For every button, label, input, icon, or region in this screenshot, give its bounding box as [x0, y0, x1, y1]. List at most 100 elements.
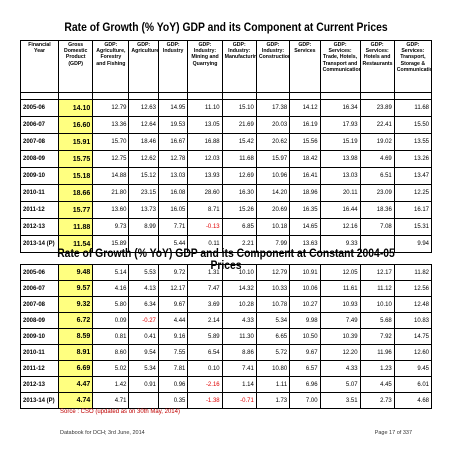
value-cell: -0.13	[187, 218, 223, 236]
value-cell: 15.42	[221, 133, 257, 151]
column-header: Gross Domestic Product (GDP)	[58, 40, 94, 93]
value-cell: 0.35	[157, 392, 189, 409]
value-cell: 5.53	[128, 264, 159, 281]
value-cell: 12.25	[393, 184, 433, 202]
value-cell: 14.12	[289, 99, 321, 117]
value-cell: 4.16	[92, 280, 130, 297]
data-row: 2008-09 6.72 0.09 -0.27 4.44 2.14 4.33 5.34 9.98…	[19, 312, 433, 329]
value-cell: 11.10	[187, 99, 223, 117]
value-cell: 23.89	[359, 99, 395, 117]
spacer-cell	[157, 92, 189, 100]
value-cell: 11.68	[393, 99, 433, 117]
value-cell: 8.71	[187, 201, 223, 219]
data-row: 2007-08 15.91 15.70 18.46 16.67 16.88 15.42 20.…	[19, 133, 433, 151]
year-cell: 2009-10	[19, 328, 60, 345]
value-cell: 10.83	[393, 312, 433, 329]
value-cell: 12.03	[187, 150, 223, 168]
value-cell: 10.39	[319, 328, 361, 345]
spacer-cell	[221, 92, 257, 100]
value-cell: 5.34	[255, 312, 291, 329]
value-cell: 12.05	[319, 264, 361, 281]
value-cell: 5.14	[92, 264, 130, 281]
value-cell: 11.12	[359, 280, 395, 297]
value-cell: 9.67	[157, 296, 189, 313]
value-cell: 16.44	[319, 201, 361, 219]
year-cell: 2005-06	[19, 264, 60, 281]
column-header: GDP: Industry: Manufacturing	[221, 40, 257, 93]
value-cell: 8.91	[58, 344, 94, 361]
value-cell: 13.63	[289, 235, 321, 253]
value-cell: 16.08	[157, 184, 189, 202]
column-header: Financial Year	[19, 40, 60, 93]
value-cell: 5.02	[92, 360, 130, 377]
column-header: GDP: Services: Transport, Storage & Comm…	[393, 40, 433, 93]
value-cell: 6.51	[359, 167, 395, 185]
value-cell: 0.09	[92, 312, 130, 329]
spacer-cell	[19, 92, 60, 100]
value-cell: 15.26	[221, 201, 257, 219]
value-cell: 13.60	[92, 201, 130, 219]
value-cell: 10.33	[255, 280, 291, 297]
value-cell: 28.60	[187, 184, 223, 202]
data-row: 2009-10 8.59 0.81 0.41 9.16 5.89 11.30 6.65 10.5…	[19, 328, 433, 345]
value-cell: 12.75	[92, 150, 130, 168]
value-cell: 12.48	[393, 296, 433, 313]
value-cell: 14.65	[289, 218, 321, 236]
value-cell: 6.57	[289, 360, 321, 377]
year-cell: 2013-14 (P)	[19, 392, 60, 409]
value-cell	[128, 392, 159, 409]
value-cell: 9.67	[289, 344, 321, 361]
value-cell: 4.45	[359, 376, 395, 393]
footer-left: Databook for DCH; 3rd June, 2014	[60, 430, 145, 436]
value-cell: 5.07	[319, 376, 361, 393]
data-row: 2009-10 15.18 14.88 15.12 13.03 13.93 12.69 10.…	[19, 167, 433, 185]
value-cell: 13.03	[157, 167, 189, 185]
value-cell: 6.72	[58, 312, 94, 329]
value-cell: 15.10	[221, 99, 257, 117]
value-cell: 8.99	[128, 218, 159, 236]
value-cell: 15.19	[319, 133, 361, 151]
value-cell: 13.05	[187, 116, 223, 134]
value-cell: 10.80	[255, 360, 291, 377]
value-cell: 0.41	[128, 328, 159, 345]
value-cell: 12.64	[128, 116, 159, 134]
value-cell: 6.34	[128, 296, 159, 313]
value-cell: 0.91	[128, 376, 159, 393]
value-cell: 10.10	[359, 296, 395, 313]
value-cell: 12.69	[221, 167, 257, 185]
data-row: 2006-07 16.60 13.36 12.64 19.53 13.05 21.69 20.…	[19, 116, 433, 134]
value-cell: 7.71	[157, 218, 189, 236]
value-cell: 4.47	[58, 376, 94, 393]
data-row: 2005-06 14.10 12.79 12.63 14.95 11.10 15.10 17.…	[19, 99, 433, 117]
value-cell: 20.03	[255, 116, 291, 134]
value-cell: 4.68	[393, 392, 433, 409]
value-cell: 14.88	[92, 167, 130, 185]
value-cell: 14.10	[58, 99, 94, 117]
value-cell: 11.68	[221, 150, 257, 168]
value-cell: 18.46	[128, 133, 159, 151]
data-row: 2008-09 15.75 12.75 12.62 12.78 12.03 11.68 15.…	[19, 150, 433, 168]
value-cell: 16.05	[157, 201, 189, 219]
data-row: 2011-12 15.77 13.60 13.73 16.05 8.71 15.26 20.6…	[19, 201, 433, 219]
value-cell: 9.33	[319, 235, 361, 253]
value-cell: 6.85	[221, 218, 257, 236]
value-cell: 17.38	[255, 99, 291, 117]
value-cell: 15.18	[58, 167, 94, 185]
value-cell: -1.38	[187, 392, 223, 409]
table: Financial Year Gross Domestic Product (GD…	[19, 40, 433, 253]
value-cell: 15.91	[58, 133, 94, 151]
value-cell: 7.08	[359, 218, 395, 236]
value-cell: 20.11	[319, 184, 361, 202]
value-cell: 15.75	[58, 150, 94, 168]
value-cell: 1.14	[221, 376, 257, 393]
value-cell: 5.68	[359, 312, 395, 329]
value-cell: 9.45	[393, 360, 433, 377]
value-cell: 1.42	[92, 376, 130, 393]
value-cell: 7.41	[221, 360, 257, 377]
value-cell: 14.95	[157, 99, 189, 117]
value-cell: 20.69	[255, 201, 291, 219]
value-cell: 12.60	[393, 344, 433, 361]
value-cell: 2.73	[359, 392, 395, 409]
value-cell: 12.20	[319, 344, 361, 361]
year-cell: 2012-13	[19, 218, 60, 236]
